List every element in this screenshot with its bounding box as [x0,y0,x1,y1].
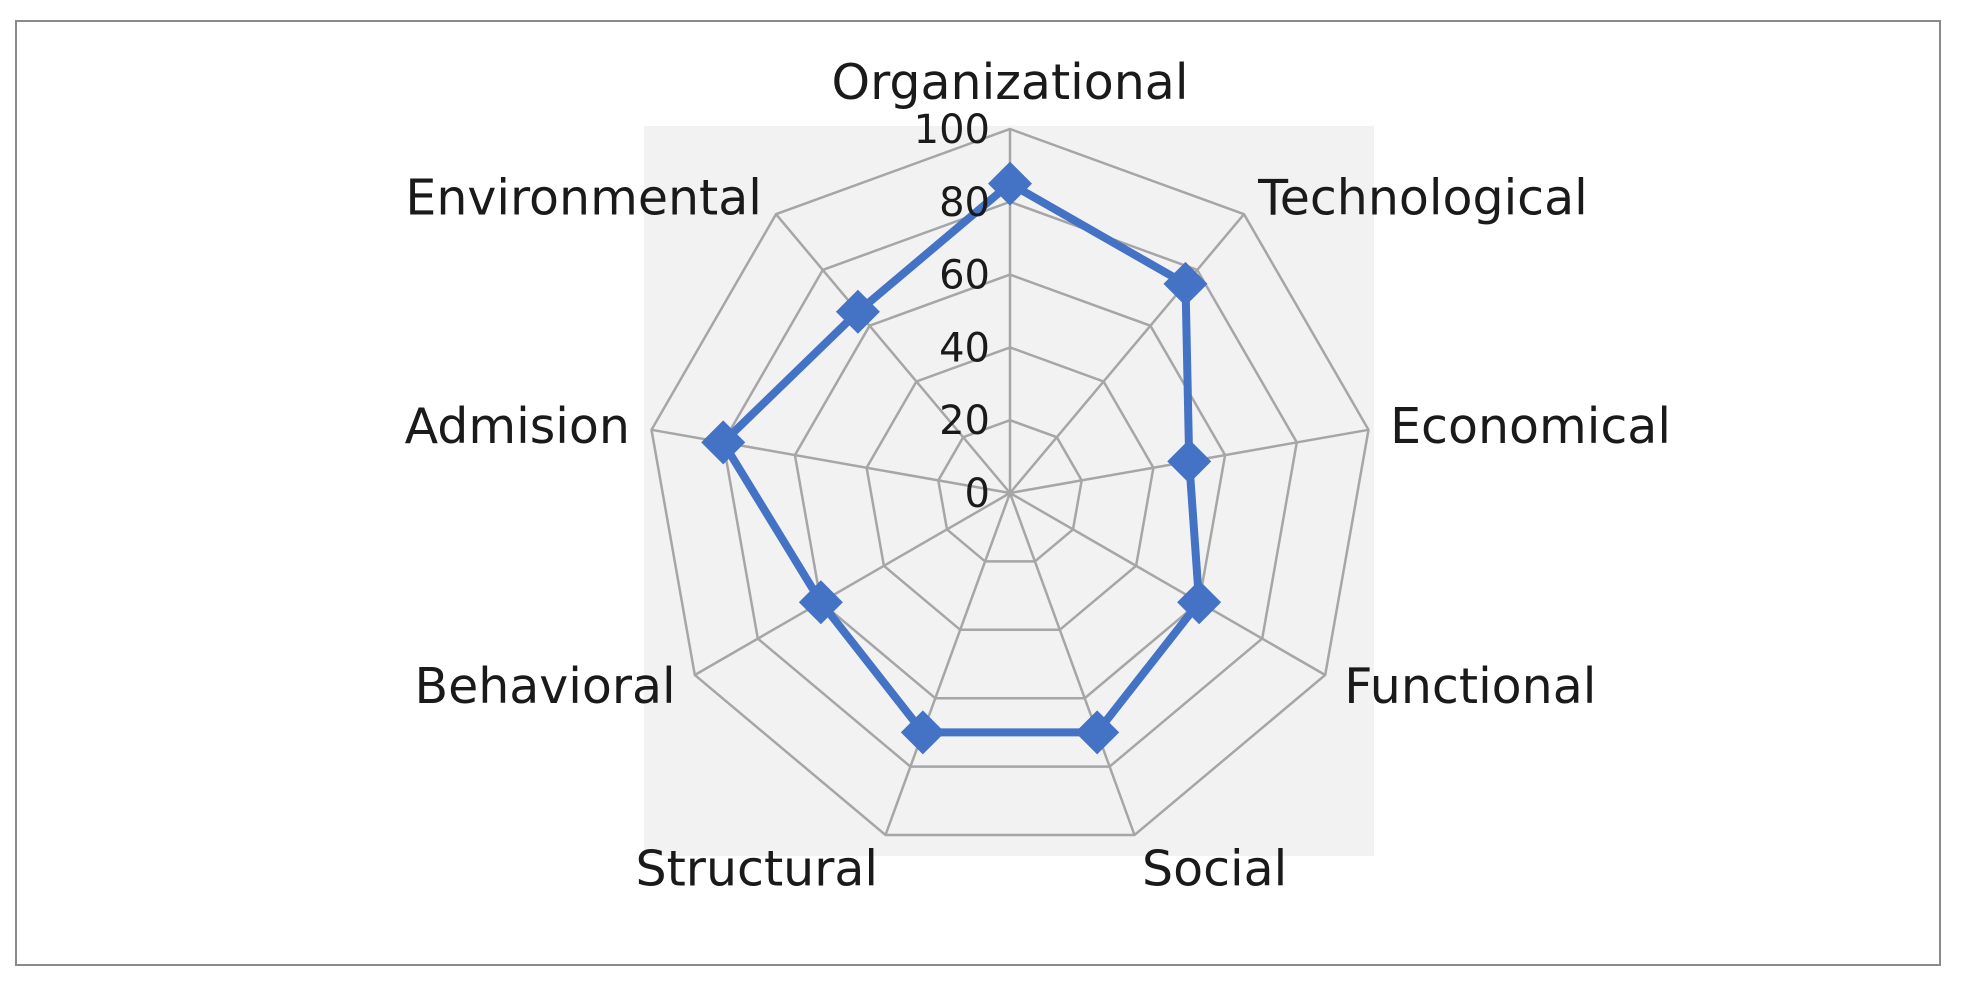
tick-label-80: 80 [939,180,990,226]
grid-ring-80 [721,200,1299,768]
grid-spoke [1009,213,1245,494]
tick-label-0: 0 [965,471,990,517]
radar-series [701,161,1222,755]
data-point-functional [1177,580,1222,625]
category-label-structural: Structural [635,841,878,898]
category-label-economical: Economical [1390,398,1671,455]
grid-ring-40 [865,346,1155,632]
grid-spoke [884,492,1012,836]
category-label-social: Social [1142,841,1287,898]
grid-spoke [1009,491,1326,677]
tick-label-20: 20 [939,398,990,444]
category-labels: Organizational Technological Economical Fun… [405,54,1671,898]
data-point-organizational [988,161,1032,206]
data-point-structural [900,710,945,755]
category-label-environmental: Environmental [405,169,762,226]
data-point-technological [1163,261,1208,306]
radar-grid [650,127,1370,837]
data-point-admision [701,420,746,465]
category-label-technological: Technological [1257,169,1588,226]
data-point-economical [1167,439,1212,484]
grid-ring-100 [650,127,1370,837]
data-point-behavioral [798,580,843,625]
radial-axis-ticks: 0 20 40 60 80 100 [914,107,990,517]
data-point-environmental [835,289,880,334]
category-label-behavioral: Behavioral [414,658,675,715]
grid-spoke [694,491,1011,677]
category-label-admision: Admision [405,398,630,455]
grid-spoke [775,213,1011,494]
category-label-organizational: Organizational [832,54,1189,111]
series-line [719,179,1204,737]
tick-label-40: 40 [939,325,990,371]
category-label-functional: Functional [1344,658,1596,715]
grid-spoke [1008,492,1136,836]
tick-label-100: 100 [914,107,990,153]
tick-label-60: 60 [939,253,990,299]
data-point-social [1075,710,1120,755]
grid-ring-20 [936,418,1084,563]
